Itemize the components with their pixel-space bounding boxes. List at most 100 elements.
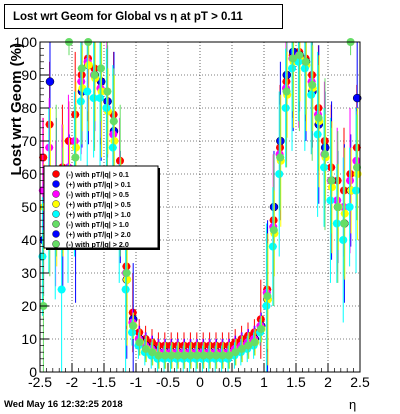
data-point-cyan (96, 94, 105, 103)
data-point-green (224, 351, 233, 360)
legend-marker (52, 200, 60, 208)
data-point-green (288, 54, 297, 63)
x-tick-label: 2.5 (350, 374, 370, 390)
y-tick-label: 50 (21, 199, 37, 215)
data-point-green (192, 351, 201, 360)
data-point-cyan (313, 130, 322, 139)
legend-marker (52, 210, 60, 218)
data-point-cyan (288, 64, 297, 73)
data-point-cyan (307, 90, 316, 99)
legend-label: (+) with pT/|q| > 2.0 (66, 230, 131, 239)
x-tick-label: -2 (66, 374, 79, 390)
legend-marker (52, 190, 60, 198)
data-point-green (173, 351, 182, 360)
data-point-green (263, 292, 272, 301)
y-axis-title: Lost wrt Geom (%) (8, 43, 25, 176)
data-point-cyan (352, 186, 361, 195)
legend-box (43, 165, 159, 249)
y-tick-label: 60 (21, 166, 37, 182)
legend-label: (-) with pT/|q| > 2.0 (66, 240, 129, 249)
data-point-cyan (83, 87, 92, 96)
footer-timestamp: Wed May 16 12:32:25 2018 (4, 399, 123, 410)
data-point-green (167, 351, 176, 360)
data-point-green (276, 153, 285, 162)
x-tick-label: 2 (324, 374, 332, 390)
data-point-green (314, 113, 323, 122)
data-point-blue (45, 77, 55, 86)
y-tick-label: 90 (21, 67, 37, 83)
legend-marker (52, 170, 60, 178)
data-point-green (148, 348, 157, 357)
x-axis-title: η (349, 397, 357, 412)
data-point-green (301, 57, 310, 66)
legend-label: (+) with pT/|q| > 0.1 (66, 180, 131, 189)
data-point-green (141, 344, 150, 353)
data-point-cyan (275, 170, 284, 178)
x-tick-label: -0.5 (156, 374, 180, 390)
data-point-green (199, 351, 208, 360)
data-point-cyan (300, 64, 309, 73)
data-point-cyan (281, 104, 290, 112)
data-point-cyan (326, 196, 335, 205)
x-tick-label: -1.5 (92, 374, 116, 390)
data-point-green (205, 351, 214, 360)
data-point-cyan (76, 97, 85, 106)
data-point-green (269, 226, 278, 235)
data-point-green (308, 80, 317, 89)
legend-marker (52, 220, 60, 228)
data-point-green (96, 64, 105, 73)
data-point-yellow (340, 209, 349, 218)
data-point-yellow (84, 61, 93, 70)
y-tick-label: 20 (21, 298, 37, 314)
x-tick-label: 1 (260, 374, 268, 390)
x-tick-label: 1.5 (286, 374, 306, 390)
data-point-green (244, 341, 253, 350)
data-point-green (103, 87, 112, 96)
legend-label: (+) with pT/|q| > 0.5 (66, 200, 131, 209)
data-point-green (340, 219, 349, 228)
data-point-green (320, 150, 329, 159)
data-point-green (128, 321, 137, 330)
data-point-green (154, 351, 163, 360)
data-point-green (180, 351, 189, 360)
legend-marker (52, 180, 60, 188)
legend-marker (52, 230, 60, 238)
y-tick-label: 0 (29, 364, 37, 380)
data-point-green (327, 176, 336, 185)
data-point-green (135, 338, 144, 347)
y-tick-label: 80 (21, 100, 37, 116)
data-point-cyan (268, 242, 277, 251)
data-point-yellow (110, 137, 119, 145)
chart-title: Lost wrt Geom for Global vs η at pT > 0.… (4, 4, 283, 29)
y-tick-label: 10 (21, 331, 37, 347)
data-point-green (160, 351, 169, 360)
legend-marker (52, 240, 60, 248)
data-point-green (77, 64, 86, 73)
data-point-yellow (71, 143, 80, 152)
data-point-cyan (320, 163, 329, 172)
legend-label: (-) with pT/|q| > 0.5 (66, 190, 129, 199)
y-tick-label: 70 (21, 133, 37, 149)
data-point-green (295, 51, 304, 60)
y-tick-label: 30 (21, 265, 37, 281)
data-point-green (122, 269, 131, 277)
data-point-green (71, 153, 80, 162)
data-point-green (250, 338, 259, 347)
data-point-cyan (345, 203, 354, 211)
data-point-green (186, 351, 195, 360)
y-tick-label: 40 (21, 232, 37, 248)
x-tick-label: -1 (130, 374, 143, 390)
x-tick-label: 0.5 (222, 374, 242, 390)
data-point-green (90, 71, 99, 79)
y-tick-label: 100 (14, 34, 38, 50)
data-point-cyan (339, 236, 348, 244)
data-point-cyan (102, 104, 111, 112)
data-point-green (109, 117, 118, 126)
x-tick-label: -2.5 (28, 374, 52, 390)
data-point-green (282, 87, 291, 96)
data-point-green (256, 325, 265, 334)
data-point-cyan (121, 285, 130, 294)
data-point-green (231, 348, 240, 357)
data-point-cyan (57, 285, 66, 294)
